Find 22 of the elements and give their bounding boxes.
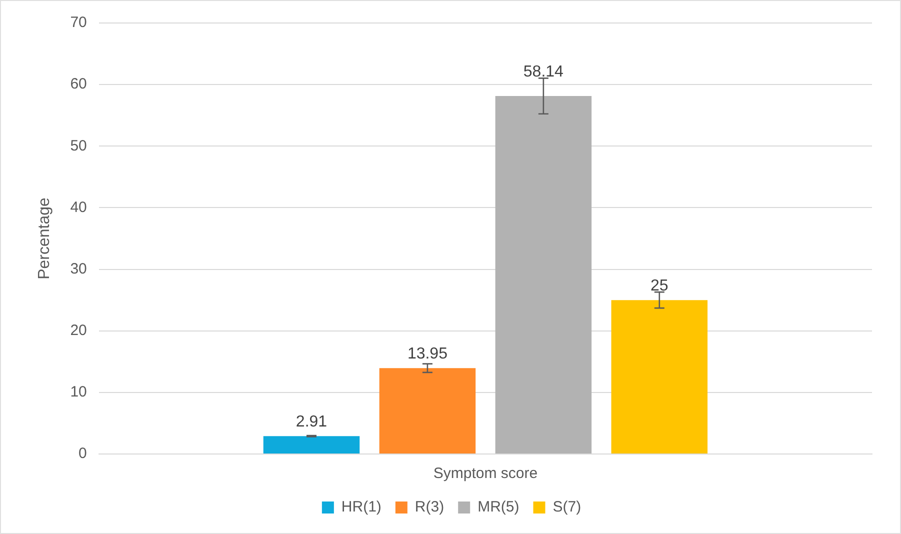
y-tick-label: 50	[70, 137, 87, 154]
data-label: 2.91	[296, 413, 328, 430]
legend-label: S(7)	[552, 498, 582, 516]
legend-label: R(3)	[414, 498, 444, 516]
y-tick-label: 10	[70, 384, 87, 401]
legend-label: MR(5)	[478, 498, 520, 516]
y-tick-label: 60	[70, 76, 87, 93]
bar	[611, 300, 708, 454]
data-label: 25	[650, 277, 668, 294]
y-tick-label: 20	[70, 322, 87, 339]
bar	[263, 436, 360, 454]
y-tick-label: 0	[78, 445, 87, 462]
bar	[495, 96, 592, 454]
y-tick-label: 40	[70, 198, 87, 216]
y-axis-title: Percentage	[36, 197, 54, 280]
legend-label: HR(1)	[341, 498, 382, 516]
data-label: 13.95	[407, 346, 448, 363]
y-tick-label: 70	[70, 14, 87, 32]
x-tick-label: Symptom score	[433, 465, 538, 482]
bar	[379, 368, 476, 454]
y-tick-label: 30	[70, 260, 87, 278]
data-label: 58.14	[523, 64, 564, 81]
